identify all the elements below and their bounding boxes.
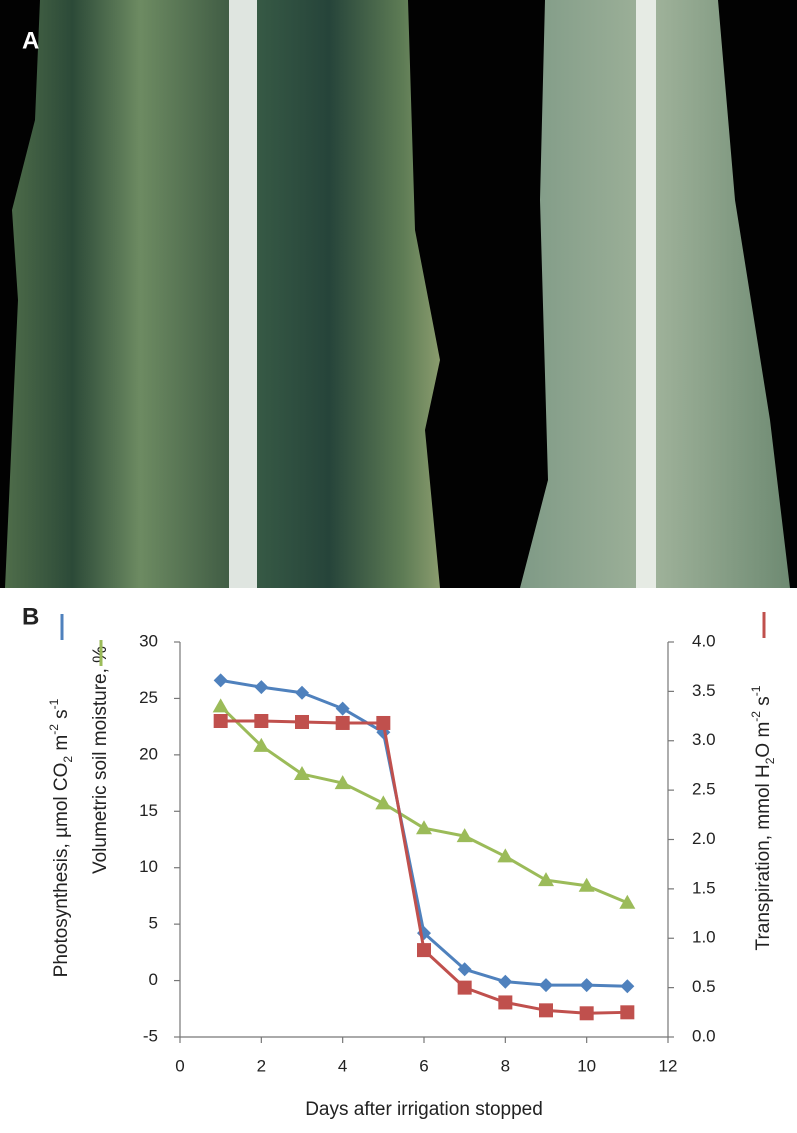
marker [579,978,594,993]
y2-tick-label: 4.0 [692,631,716,650]
x-tick-label: 0 [175,1056,184,1075]
midrib [229,0,257,588]
label-part: 2 [763,757,777,764]
marker [498,974,513,989]
label-part: s [753,696,774,711]
y2-tick-label: 3.0 [692,730,716,749]
y-tick-label: 0 [149,970,158,989]
marker [376,715,391,730]
y-tick-label: -5 [143,1026,158,1045]
marker [254,680,269,695]
marker [578,877,595,892]
y2-tick-label: 3.5 [692,681,716,700]
marker [213,714,228,728]
marker [213,673,228,688]
series-line [220,719,628,1015]
label-part: -2 [749,711,763,722]
y2-tick-label: 1.0 [692,928,716,947]
marker [579,1006,594,1021]
y-tick-label: 15 [139,801,158,820]
marker [253,737,270,752]
marker [456,828,473,843]
label-part: m [51,735,72,756]
leaf [5,0,230,588]
marker [538,872,554,887]
panel-label: A [22,27,39,54]
y-tick-label: 5 [149,914,158,933]
label-part: O m [753,722,774,758]
marker [457,980,472,995]
y-tick-label: 10 [139,857,158,876]
y2-tick-label: 0.0 [692,1026,716,1045]
label-part: Transpiration, mmol H [753,764,774,950]
marker [498,995,513,1010]
y2-tick-label: 0.5 [692,977,716,996]
marker [620,979,635,994]
marker [417,943,431,958]
x-tick-label: 4 [338,1056,347,1075]
chart: -50510152025300.00.51.01.52.02.53.03.54.… [47,612,777,1120]
marker [212,698,229,713]
x-tick-label: 8 [501,1056,510,1075]
label-part: -1 [47,698,61,709]
midrib [636,0,656,588]
marker [335,701,350,716]
marker [457,962,472,977]
label-part: Photosynthesis, µmol CO [51,763,72,978]
x-axis-label: Days after irrigation stopped [305,1099,543,1120]
y-tick-label: 20 [139,744,158,763]
marker [416,820,432,835]
label-part: -2 [47,724,61,735]
series-line [219,705,628,905]
x-tick-label: 6 [419,1056,428,1075]
marker [539,978,553,993]
marker [254,714,269,728]
marker [294,766,310,781]
panel-label: B [22,603,39,630]
marker [620,1005,635,1020]
label-part: s [51,709,72,724]
marker [539,1003,553,1018]
marker [295,714,309,729]
marker [497,848,514,863]
y-tick-label: 25 [139,688,158,707]
x-tick-label: 2 [257,1056,266,1075]
y2-tick-label: 2.0 [692,829,716,848]
y-axis-label: Volumetric soil moisture, % [90,646,111,874]
marker [335,715,350,730]
y-axis-label: Photosynthesis, µmol CO2 m-2 s-1 [47,698,75,977]
marker [375,795,392,810]
marker [295,685,309,700]
x-tick-label: 12 [659,1056,678,1075]
label-part: 2 [61,756,75,763]
y2-axis-label: Transpiration, mmol H2O m-2 s-1 [749,685,777,950]
y2-tick-label: 2.5 [692,780,716,799]
marker [619,894,636,909]
photo [0,0,797,588]
marker [334,775,351,790]
y2-tick-label: 1.5 [692,878,716,897]
label-part: -1 [749,685,763,696]
x-tick-label: 10 [577,1056,596,1075]
y-tick-label: 30 [139,631,158,650]
leaf [255,0,440,588]
